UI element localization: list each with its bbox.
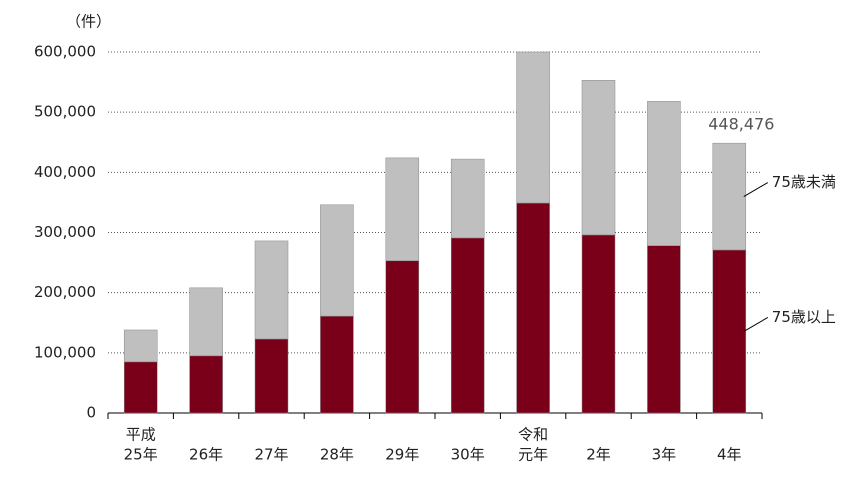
x-tick-label: 27年 bbox=[254, 446, 288, 464]
bar-segment bbox=[385, 260, 420, 414]
bar-segment bbox=[189, 287, 223, 357]
bar-segment bbox=[254, 338, 289, 414]
y-tick-label: 100,000 bbox=[34, 343, 96, 361]
bar-segment bbox=[647, 245, 681, 414]
bar-segment bbox=[123, 361, 158, 414]
x-tick-label: 30年 bbox=[451, 446, 485, 464]
bar-segment bbox=[647, 101, 681, 246]
legend-leader bbox=[743, 182, 769, 197]
bar-segment bbox=[450, 237, 485, 414]
x-tick-label: 4年 bbox=[717, 446, 742, 464]
y-axis-unit: （件） bbox=[66, 13, 111, 31]
x-tick-label: 25年 bbox=[124, 446, 158, 464]
bar-segment bbox=[189, 355, 223, 414]
bar-segment bbox=[581, 234, 616, 414]
bar-segment bbox=[320, 204, 354, 317]
bar-segment bbox=[450, 158, 485, 239]
bar-segment bbox=[385, 157, 420, 262]
y-tick-label: 0 bbox=[86, 404, 96, 422]
total-label: 448,476 bbox=[708, 115, 774, 134]
bar-segment bbox=[712, 249, 747, 414]
x-tick-label: 29年 bbox=[385, 446, 419, 464]
bar-segment bbox=[123, 329, 158, 363]
x-tick-label: 2年 bbox=[586, 446, 611, 464]
x-tick-label: 元年 bbox=[518, 446, 548, 464]
y-tick-label: 400,000 bbox=[34, 163, 96, 181]
bar-segment bbox=[320, 315, 354, 414]
y-tick-label: 500,000 bbox=[34, 103, 96, 121]
x-tick-label: 令和 bbox=[518, 426, 548, 444]
bar-segment bbox=[516, 202, 550, 414]
y-tick-label: 200,000 bbox=[34, 283, 96, 301]
x-tick-label: 28年 bbox=[320, 446, 354, 464]
y-tick-label: 600,000 bbox=[34, 43, 96, 61]
legend-leader bbox=[743, 317, 769, 332]
legend-label: 75歳未満 bbox=[772, 173, 836, 191]
bar-segment bbox=[254, 240, 289, 340]
x-tick-label: 3年 bbox=[652, 446, 677, 464]
legend-label: 75歳以上 bbox=[772, 308, 836, 326]
y-tick-label: 300,000 bbox=[34, 223, 96, 241]
bar-segment bbox=[712, 142, 747, 251]
x-tick-label: 26年 bbox=[189, 446, 223, 464]
x-tick-label: 平成 bbox=[126, 426, 156, 444]
bar-segment bbox=[516, 51, 550, 204]
bar-segment bbox=[581, 80, 616, 236]
